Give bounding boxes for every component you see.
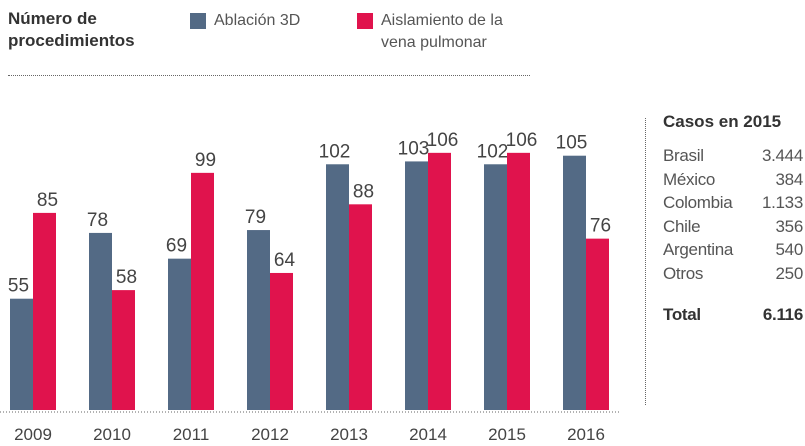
- data-label: 106: [506, 130, 538, 151]
- table-row: Colombia 1.133: [663, 193, 803, 217]
- data-label: 106: [427, 130, 459, 151]
- divider: [645, 118, 646, 405]
- x-tick-label: 2015: [488, 425, 526, 444]
- table-cell: Argentina: [663, 240, 734, 259]
- data-label: 102: [477, 141, 509, 162]
- bar: [326, 164, 349, 410]
- data-label: 102: [319, 141, 351, 162]
- x-tick-label: 2009: [14, 425, 52, 444]
- legend-item: Aislamiento de la vena pulmonar: [357, 10, 532, 54]
- x-tick-label: 2016: [567, 425, 605, 444]
- table-cell: Total: [663, 305, 701, 324]
- bar: [89, 232, 112, 410]
- bar: [586, 238, 609, 410]
- bar: [428, 152, 451, 410]
- bar: [507, 152, 530, 410]
- data-label: 105: [556, 133, 588, 154]
- data-label: 99: [195, 150, 216, 171]
- x-tick-label: 2012: [251, 425, 289, 444]
- data-label: 85: [37, 190, 58, 211]
- bar: [484, 164, 507, 410]
- table-row: Brasil 3.444: [663, 146, 803, 170]
- data-label: 55: [8, 276, 29, 297]
- table-cell: 540: [775, 240, 804, 259]
- bar: [247, 230, 270, 410]
- bar: [405, 161, 428, 410]
- table-cell: Otros: [663, 263, 704, 283]
- bar: [33, 212, 56, 410]
- legend-label: Ablación 3D: [214, 12, 301, 29]
- bar: [112, 290, 135, 410]
- bar: [191, 172, 214, 410]
- bar: [349, 204, 372, 410]
- legend-label: Aislamiento de la vena pulmonar: [381, 12, 503, 51]
- chart-title: Número de procedimientos: [8, 9, 135, 50]
- data-label: 76: [590, 216, 611, 237]
- table-cell: Colombia: [663, 193, 733, 212]
- table-cell: 384: [775, 169, 804, 189]
- legend-item: Ablación 3D: [190, 10, 340, 32]
- table-title: Casos en 2015: [663, 112, 782, 131]
- x-tick-label: 2011: [173, 425, 210, 444]
- bar: [270, 272, 293, 410]
- legend-swatch: [357, 13, 373, 29]
- data-label: 79: [245, 207, 266, 228]
- table-cell: Brasil: [663, 146, 704, 165]
- x-tick-label: 2010: [93, 425, 131, 444]
- divider: [8, 75, 530, 76]
- table-total: Total 6.116: [663, 305, 803, 329]
- bar: [168, 258, 191, 410]
- table-row: México 384: [663, 170, 803, 194]
- table-row: Argentina 540: [663, 240, 803, 264]
- table-cell: 6.116: [762, 305, 803, 324]
- data-label: 88: [353, 181, 374, 202]
- data-label: 69: [166, 236, 187, 257]
- table-cell: Chile: [663, 216, 701, 236]
- table-cell: 356: [775, 216, 804, 236]
- data-label: 103: [398, 138, 430, 159]
- x-tick-label: 2014: [409, 425, 447, 444]
- data-label: 64: [274, 250, 296, 271]
- table-cell: 3.444: [761, 146, 803, 165]
- table: Casos en 2015 Brasil 3.444 México 384 Colomb…: [663, 112, 803, 329]
- data-label: 78: [87, 210, 108, 231]
- bar: [10, 298, 33, 410]
- table-row: Chile 356: [663, 217, 803, 241]
- chart: 2009558520107858201169992012796420131028…: [0, 130, 620, 444]
- table-cell: México: [663, 169, 716, 189]
- table-cell: 250: [775, 263, 804, 283]
- x-tick-label: 2013: [330, 425, 368, 444]
- table-row: Otros 250: [663, 264, 803, 288]
- data-label: 58: [116, 267, 137, 288]
- legend-swatch: [190, 13, 206, 29]
- bar: [563, 155, 586, 410]
- table-cell: 1.133: [761, 193, 803, 212]
